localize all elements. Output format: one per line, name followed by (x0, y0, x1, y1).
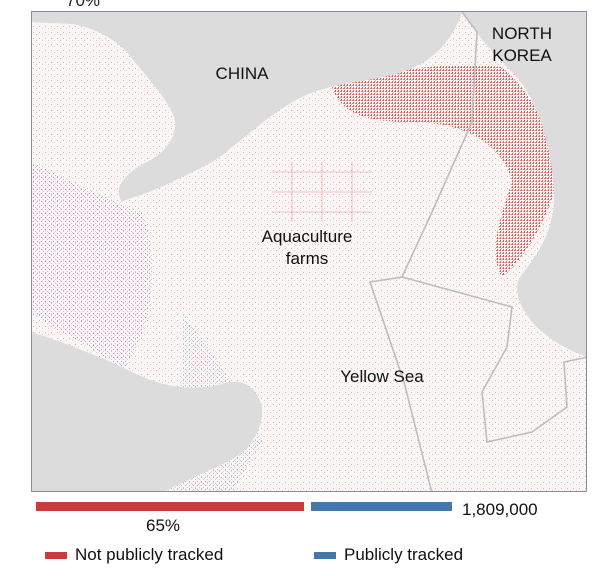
legend-swatch-untracked (45, 551, 67, 559)
tracked-bar (311, 502, 452, 511)
total-count: 1,809,000 (462, 500, 538, 519)
untracked-bar (36, 502, 304, 511)
legend-tracked: Publicly tracked (314, 545, 463, 565)
korea-land (462, 12, 586, 357)
untracked-percent: 65% (146, 516, 181, 535)
aquaculture-grid (272, 162, 372, 222)
legend-label-tracked: Publicly tracked (344, 545, 464, 564)
label-north-korea: NORTH KOREA (491, 24, 553, 65)
legend-swatch-tracked (314, 551, 336, 559)
china-north-land (32, 12, 462, 202)
legend-untracked: Not publicly tracked (45, 545, 223, 565)
clipped-percent-label: 70% (66, 0, 101, 10)
map-frame: CHINA NORTH KOREA Aquaculture farms Yell… (31, 11, 587, 492)
label-china: CHINA (215, 64, 269, 83)
map-svg (32, 12, 586, 491)
maritime-boundaries (368, 12, 586, 491)
shandong-land (32, 332, 263, 491)
legend-label-untracked: Not publicly tracked (75, 545, 224, 564)
label-aquaculture: Aquaculture farms (261, 227, 353, 268)
untracked-density-north (332, 65, 557, 278)
label-yellow-sea: Yellow Sea (340, 367, 424, 386)
tracked-density-west (32, 162, 153, 372)
